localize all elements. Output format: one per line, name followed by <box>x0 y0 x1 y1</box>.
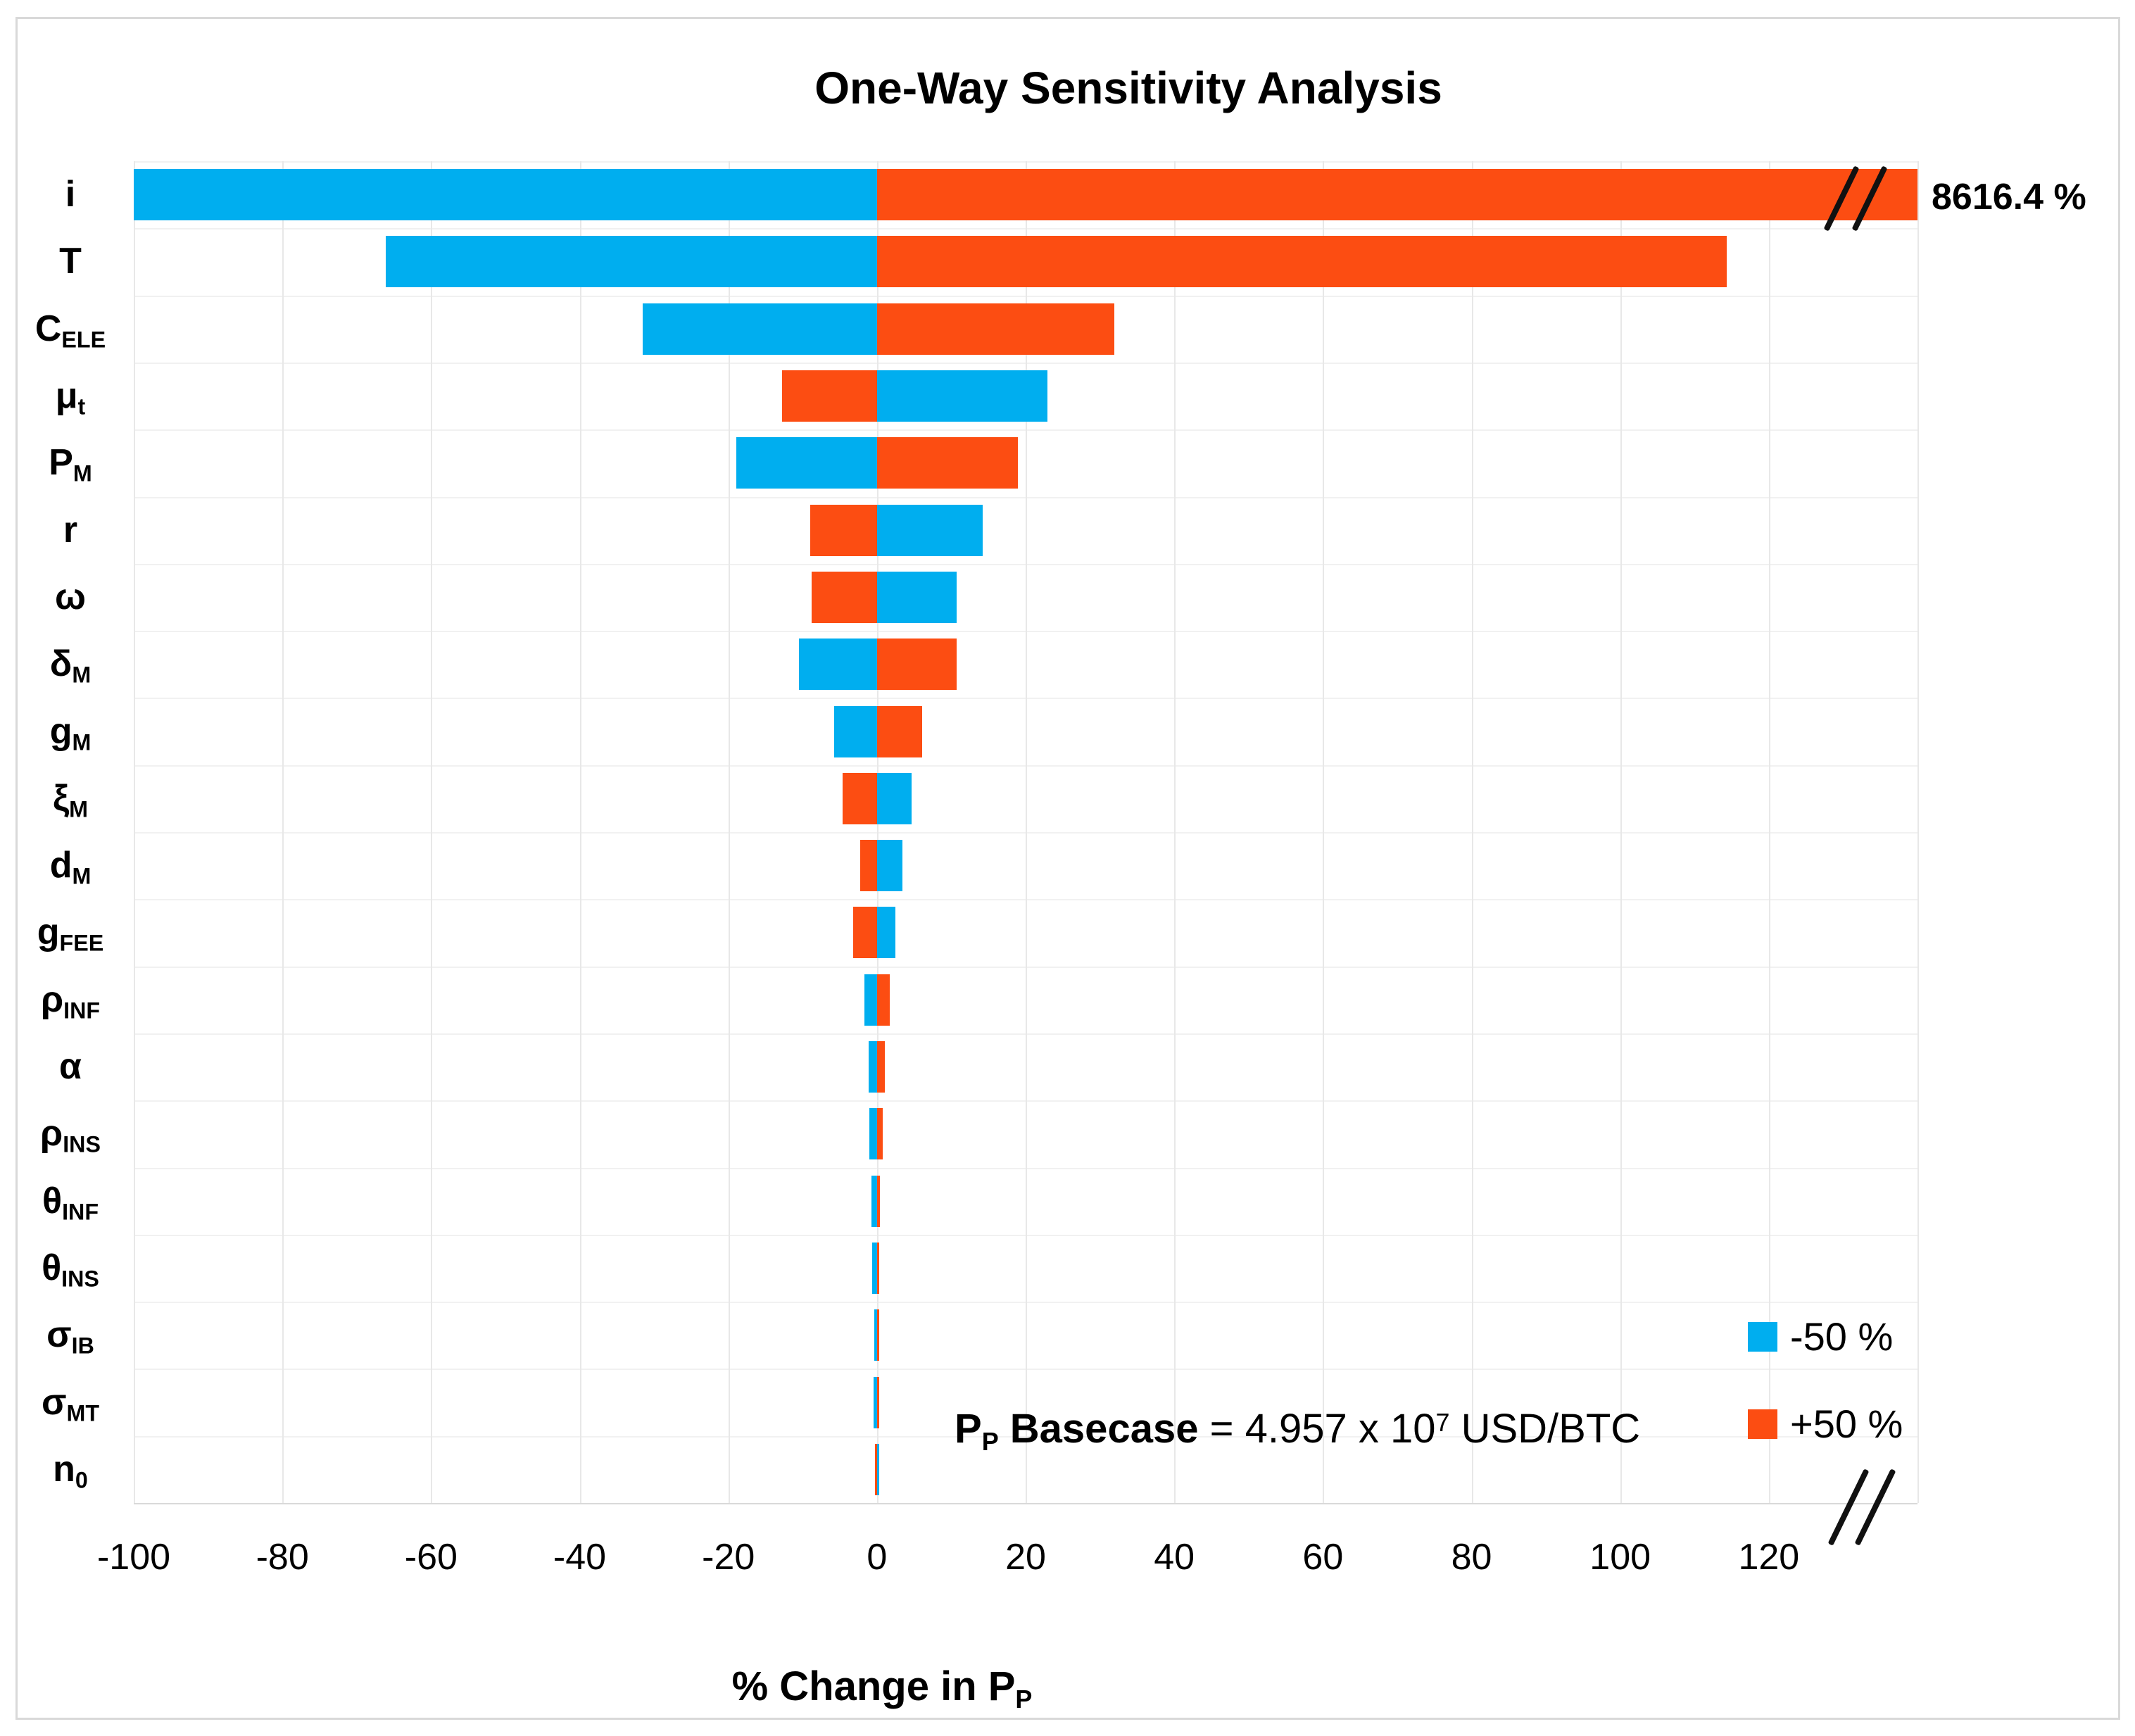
bar-P_M-plus50 <box>876 437 1019 489</box>
y-axis-label-n_0: n0 <box>53 1448 88 1493</box>
x-gridline <box>1026 161 1027 1503</box>
y-axis-label-rho_INF: ρINF <box>40 979 101 1024</box>
bar-mu_t-minus50 <box>876 370 1047 422</box>
y-axis-label-alpha: α <box>59 1046 82 1088</box>
y-axis-label-theta_INS: θINS <box>42 1247 99 1292</box>
x-tick--20: -20 <box>702 1537 755 1578</box>
y-axis-label-omega: ω <box>55 576 86 617</box>
y-axis-label-rho_INS: ρINS <box>40 1113 101 1158</box>
x-tick-120: 120 <box>1738 1537 1800 1578</box>
x-gridline <box>579 161 581 1503</box>
x-tick--40: -40 <box>553 1537 607 1578</box>
bar-theta_INF-plus50 <box>876 1175 880 1227</box>
x-tick-80: 80 <box>1451 1537 1492 1578</box>
x-tick-100: 100 <box>1589 1537 1651 1578</box>
bar-rho_INF-plus50 <box>876 974 890 1026</box>
y-axis-label-theta_INF: θINF <box>42 1180 99 1225</box>
i-bar-value-annotation: 8616.4 % <box>1932 177 2086 218</box>
bar-rho_INS-plus50 <box>876 1108 883 1160</box>
y-axis-label-sigma_MT: σMT <box>41 1381 100 1426</box>
x-gridline <box>1471 161 1473 1503</box>
bar-alpha-plus50 <box>876 1041 886 1093</box>
bar-delta_M-minus50 <box>798 639 877 691</box>
y-axis-label-d_M: dM <box>49 845 92 889</box>
bar-n_0-minus50 <box>876 1443 879 1495</box>
bar-C_ELE-plus50 <box>876 303 1114 355</box>
legend-label-plus50: +50 % <box>1790 1402 1903 1446</box>
bar-rho_INF-minus50 <box>864 974 877 1026</box>
x-gridline <box>1768 161 1770 1503</box>
y-axis-label-g_FEE: gFEE <box>37 912 104 957</box>
bar-P_M-minus50 <box>736 437 877 489</box>
bar-g_FEE-plus50 <box>853 907 877 959</box>
bar-sigma_MT-minus50 <box>873 1376 877 1428</box>
x-gridline <box>1323 161 1325 1503</box>
y-axis-label-C_ELE: CELE <box>34 308 106 353</box>
x-tick-40: 40 <box>1154 1537 1195 1578</box>
bar-T-plus50 <box>876 236 1727 288</box>
bar-r-minus50 <box>876 504 983 556</box>
bar-xi_M-minus50 <box>876 772 912 824</box>
legend-label-minus50: -50 % <box>1790 1314 1894 1359</box>
x-gridline <box>1620 161 1622 1503</box>
x-tick--80: -80 <box>256 1537 309 1578</box>
bar-delta_M-plus50 <box>876 639 957 691</box>
bar-i-minus50 <box>134 169 877 221</box>
x-gridline <box>134 161 135 1503</box>
bar-g_M-minus50 <box>833 705 877 757</box>
y-axis-label-xi_M: ξM <box>52 777 88 822</box>
legend-swatch-plus50-icon <box>1748 1409 1777 1439</box>
legend-item-plus50: +50 % <box>1748 1401 1903 1447</box>
bar-rho_INS-minus50 <box>869 1108 877 1160</box>
chart-title: One-Way Sensitivity Analysis <box>814 63 1442 113</box>
x-tick--100: -100 <box>96 1537 171 1578</box>
bar-sigma_IB-plus50 <box>876 1309 879 1361</box>
bar-theta_INS-minus50 <box>872 1242 877 1294</box>
x-gridline <box>431 161 433 1503</box>
basecase-annotation: PP Basecase = 4.957 x 107 USD/BTC <box>955 1406 1641 1456</box>
x-gridline <box>876 161 878 1503</box>
bar-d_M-minus50 <box>876 840 902 892</box>
row-gridline <box>134 1503 1917 1504</box>
y-axis-label-g_M: gM <box>49 710 92 755</box>
plot-area <box>134 161 1919 1504</box>
y-axis-label-P_M: PM <box>49 442 92 487</box>
y-axis-label-r: r <box>63 509 78 551</box>
bar-theta_INF-minus50 <box>871 1175 877 1227</box>
bar-mu_t-plus50 <box>781 370 877 422</box>
bar-g_FEE-minus50 <box>876 907 896 959</box>
bar-alpha-minus50 <box>869 1041 877 1093</box>
bar-sigma_IB-minus50 <box>874 1309 877 1361</box>
legend-item-minus50: -50 % <box>1748 1314 1893 1359</box>
bar-theta_INS-plus50 <box>876 1242 879 1294</box>
y-axis-label-i: i <box>65 174 76 215</box>
bar-omega-minus50 <box>876 571 957 623</box>
x-gridline <box>1174 161 1176 1503</box>
y-axis-label-delta_M: δM <box>49 643 92 688</box>
bar-sigma_MT-plus50 <box>876 1376 879 1428</box>
x-gridline <box>1917 161 1919 1503</box>
legend-swatch-minus50-icon <box>1748 1321 1777 1352</box>
x-tick--60: -60 <box>404 1537 458 1578</box>
bar-C_ELE-minus50 <box>643 303 877 355</box>
bar-n_0-plus50 <box>874 1443 877 1495</box>
y-axis-label-mu_t: μt <box>55 375 86 420</box>
bar-r-plus50 <box>810 504 877 556</box>
x-tick-60: 60 <box>1302 1537 1344 1578</box>
x-gridline <box>282 161 284 1503</box>
bar-omega-plus50 <box>811 571 877 623</box>
bar-g_M-plus50 <box>876 705 923 757</box>
y-axis-label-sigma_IB: σIB <box>46 1314 94 1359</box>
bar-T-minus50 <box>385 236 877 288</box>
bar-xi_M-plus50 <box>843 772 877 824</box>
bar-i-plus50 <box>876 169 1917 221</box>
x-axis-title: % Change in PP <box>731 1663 1033 1713</box>
y-axis-label-T: T <box>59 241 82 282</box>
x-gridline <box>728 161 730 1503</box>
x-tick-0: 0 <box>867 1537 888 1578</box>
bar-d_M-plus50 <box>859 840 877 892</box>
x-tick-20: 20 <box>1005 1537 1046 1578</box>
